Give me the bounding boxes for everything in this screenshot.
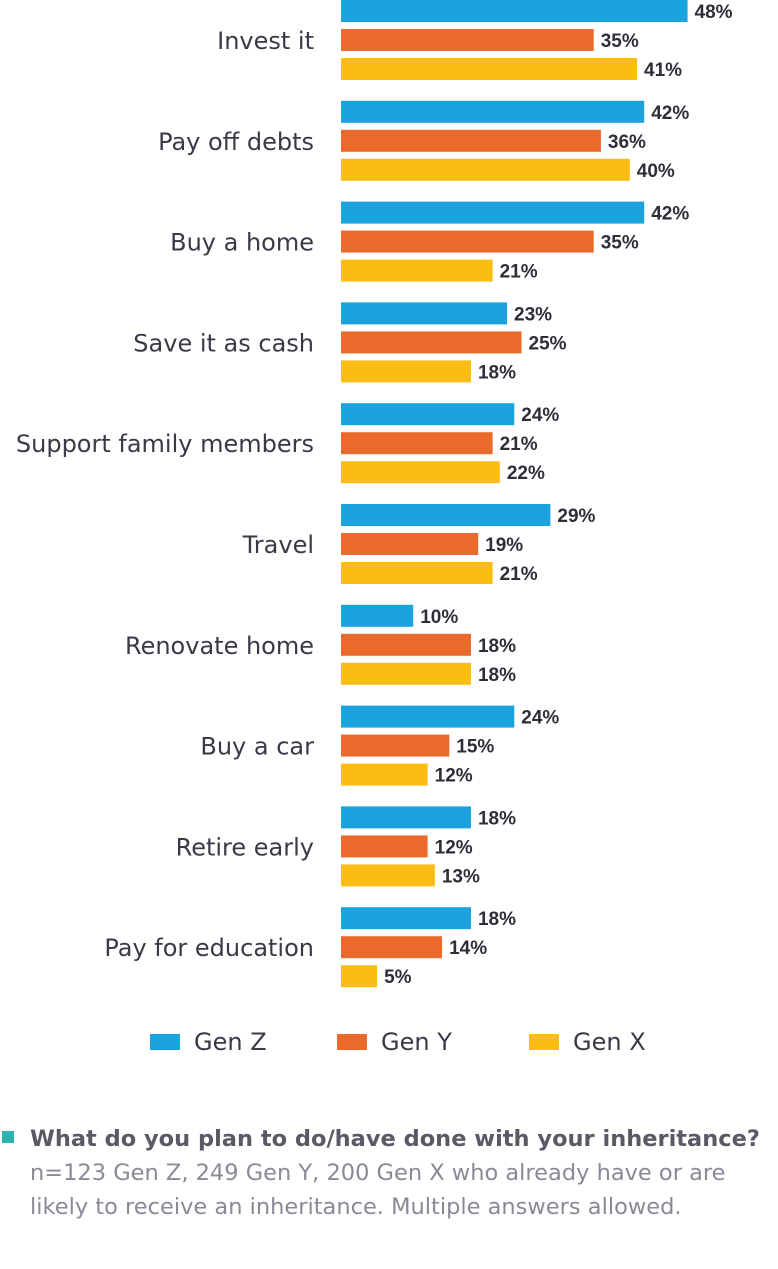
category-label-travel: Travel [242,531,314,559]
footnote: What do you plan to do/have done with yo… [30,1122,778,1224]
category-label-invest-it: Invest it [217,27,314,55]
bar-invest-it-gen-y [341,29,594,51]
footnote-details: n=123 Gen Z, 249 Gen Y, 200 Gen X who al… [30,1160,726,1220]
legend-item-gen-x: Gen X [529,1026,646,1058]
value-label-pay-off-debts-gen-x: 40% [637,161,675,182]
footnote-question: What do you plan to do/have done with yo… [30,1126,760,1152]
category-label-buy-a-home: Buy a home [170,229,314,257]
bar-buy-a-home-gen-x [341,259,493,282]
value-label-pay-for-education-gen-z: 18% [478,909,516,930]
value-label-pay-for-education-gen-x: 5% [384,967,412,988]
category-label-support-family-members: Support family members [16,430,314,458]
bar-buy-a-car-gen-z [341,705,515,728]
bar-retire-early-gen-z [341,806,471,829]
value-label-buy-a-home-gen-y: 35% [601,233,639,254]
value-label-buy-a-car-gen-z: 24% [521,708,559,729]
value-label-invest-it-gen-z: 48% [695,2,733,23]
bar-pay-off-debts-gen-z [341,100,645,123]
footnote-marker [2,1131,14,1143]
bar-buy-a-car-gen-x [341,763,428,786]
value-label-renovate-home-gen-y: 18% [478,636,516,657]
value-label-travel-gen-z: 29% [557,506,595,527]
bar-travel-gen-x [341,562,493,584]
bar-buy-a-car-gen-y [341,734,450,757]
bar-renovate-home-gen-z [341,604,414,627]
value-label-buy-a-car-gen-x: 12% [435,766,473,787]
legend-item-gen-z: Gen Z [150,1026,267,1058]
bar-invest-it-gen-x [341,58,638,80]
value-label-buy-a-home-gen-z: 42% [651,204,689,225]
value-label-retire-early-gen-x: 13% [442,866,480,887]
category-label-retire-early: Retire early [176,833,314,861]
value-label-save-it-as-cash-gen-x: 18% [478,362,516,383]
value-label-renovate-home-gen-z: 10% [420,607,458,628]
bar-travel-gen-y [341,533,479,555]
value-label-support-family-members-gen-z: 24% [521,405,559,426]
value-label-support-family-members-gen-x: 22% [507,463,545,484]
bar-save-it-as-cash-gen-y [341,331,522,354]
bar-renovate-home-gen-y [341,633,471,656]
value-label-save-it-as-cash-gen-z: 23% [514,304,552,325]
value-label-pay-for-education-gen-y: 14% [449,938,487,959]
value-label-save-it-as-cash-gen-y: 25% [529,333,567,354]
legend-swatch-gen-x [529,1034,559,1050]
legend-swatch-gen-z [150,1034,180,1050]
bar-save-it-as-cash-gen-x [341,360,471,383]
legend-swatch-gen-y [337,1034,367,1050]
bar-support-family-members-gen-y [341,432,493,455]
category-label-pay-for-education: Pay for education [104,934,314,962]
value-label-buy-a-home-gen-x: 21% [500,262,538,283]
bar-support-family-members-gen-z [341,403,515,426]
bar-save-it-as-cash-gen-z [341,302,508,325]
value-label-pay-off-debts-gen-y: 36% [608,132,646,153]
bar-support-family-members-gen-x [341,461,500,484]
bar-invest-it-gen-z [341,0,688,22]
bar-travel-gen-z [341,504,551,526]
bar-retire-early-gen-y [341,835,428,858]
legend: Gen Z Gen Y Gen X [0,1026,778,1058]
value-label-travel-gen-x: 21% [500,564,538,585]
bar-buy-a-home-gen-z [341,201,645,224]
value-label-retire-early-gen-y: 12% [435,837,473,858]
value-label-invest-it-gen-y: 35% [601,31,639,52]
value-label-renovate-home-gen-x: 18% [478,665,516,686]
category-label-pay-off-debts: Pay off debts [158,128,314,156]
value-label-pay-off-debts-gen-z: 42% [651,103,689,124]
bar-pay-for-education-gen-z [341,907,471,930]
category-label-renovate-home: Renovate home [125,632,314,660]
bar-retire-early-gen-x [341,864,435,887]
value-label-buy-a-car-gen-y: 15% [456,737,494,758]
category-label-save-it-as-cash: Save it as cash [133,329,314,357]
value-label-support-family-members-gen-y: 21% [500,434,538,455]
bar-pay-off-debts-gen-y [341,129,601,152]
legend-label-gen-x: Gen X [573,1028,646,1056]
category-label-buy-a-car: Buy a car [200,733,314,761]
value-label-retire-early-gen-z: 18% [478,808,516,829]
bar-renovate-home-gen-x [341,662,471,685]
bar-pay-for-education-gen-x [341,965,378,988]
value-label-travel-gen-y: 19% [485,535,523,556]
bar-buy-a-home-gen-y [341,230,594,253]
value-label-invest-it-gen-x: 41% [644,60,682,81]
legend-item-gen-y: Gen Y [337,1026,452,1058]
legend-label-gen-y: Gen Y [381,1028,452,1056]
bar-pay-off-debts-gen-x [341,158,630,181]
legend-label-gen-z: Gen Z [194,1028,267,1056]
bar-pay-for-education-gen-y [341,936,443,959]
